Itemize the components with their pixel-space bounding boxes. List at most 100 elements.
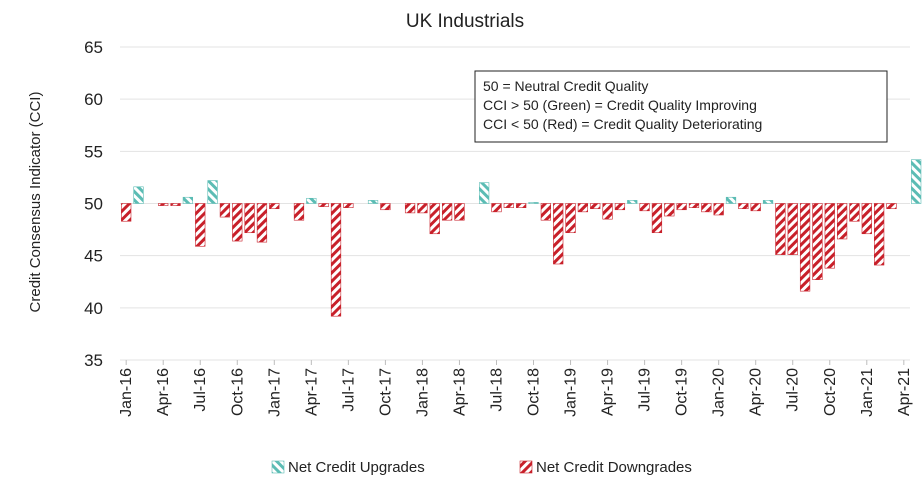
bar-upgrade [528,202,539,204]
bar-downgrade [170,203,181,206]
x-tick-label: Jan-18 [414,368,431,417]
annotation-frame [474,70,888,143]
x-tick-label: Jul-19 [637,368,654,412]
bar-downgrade [330,203,342,317]
bar-downgrade [812,203,823,280]
bar-downgrade [602,203,613,220]
legend: Net Credit Upgrades Net Credit Downgrade… [271,459,692,476]
bar-downgrade [195,203,206,247]
bar-downgrade [503,203,514,208]
annotation-line-neutral: 50 = Neutral Credit Quality [483,78,648,94]
annotation-box: 50 = Neutral Credit Quality CCI > 50 (Gr… [474,70,888,143]
bar-upgrade [911,159,922,204]
x-tick-label: Oct-16 [229,368,246,416]
bar-downgrade [219,203,231,218]
bar-downgrade [577,203,589,213]
chart-title: UK Industrials [406,11,524,32]
x-tick-label: Apr-21 [896,368,913,416]
bar-downgrade [454,203,465,221]
bar-upgrade [762,200,774,204]
x-tick-label: Oct-17 [377,368,394,416]
legend-swatch-downgrades [519,460,533,474]
annotation-line-deteriorating: CCI < 50 (Red) = Credit Quality Deterior… [483,116,762,132]
bar-downgrade [824,203,835,269]
bar-upgrade [133,186,144,204]
bar-downgrade [849,203,860,222]
x-tick-label: Jul-18 [488,368,505,412]
x-tick-label: Oct-20 [822,368,839,416]
y-tick-labels: 35 40 45 50 55 60 65 [84,38,103,370]
x-tick-labels: Jan-16 Apr-16 Jul-16 Oct-16 Jan-17 Apr-17 Jul-… [118,360,913,417]
bar-downgrade [553,203,564,265]
bar-downgrade [651,203,663,234]
annotation-line-improving: CCI > 50 (Green) = Credit Quality Improv… [483,97,757,113]
y-tick-label: 35 [84,351,103,370]
x-tick-label: Jul-16 [192,368,209,412]
bar-downgrade [713,203,724,216]
legend-label-upgrades: Net Credit Upgrades [288,459,425,476]
bar-downgrade [861,203,872,235]
x-tick-label: Apr-17 [303,368,320,416]
bar-downgrade [565,203,576,234]
bar-upgrade [207,180,218,204]
bar-downgrade [886,203,897,210]
bar-downgrade [614,203,626,211]
x-tick-label: Jan-17 [266,368,283,417]
bar-downgrade [516,203,527,208]
bar-downgrade [799,203,811,292]
x-tick-label: Apr-16 [155,368,172,416]
bar-downgrade [343,203,354,208]
bar-upgrade [725,196,737,204]
bar-downgrade [701,203,712,213]
bar-downgrade [750,203,761,212]
bar-downgrade [491,203,502,213]
x-tick-label: Jan-21 [859,368,876,417]
bar-downgrade [158,203,169,206]
bar-downgrade [688,203,700,208]
bar-downgrade [121,203,132,222]
bar-downgrade [293,203,305,221]
x-tick-label: Jul-17 [340,368,357,412]
bar-downgrade [540,203,551,221]
x-tick-label: Jul-20 [785,368,802,412]
bar-downgrade [775,203,786,255]
x-tick-label: Oct-19 [674,368,691,416]
legend-label-downgrades: Net Credit Downgrades [536,459,692,476]
x-tick-label: Apr-19 [600,368,617,416]
bar-downgrade [318,203,329,207]
x-tick-label: Apr-18 [451,368,468,416]
bar-downgrade [429,203,440,235]
bar-downgrade [836,203,848,240]
bar-downgrade [232,203,243,242]
legend-swatch-upgrades [271,460,285,474]
bar-downgrade [256,203,268,243]
bar-downgrade [787,203,798,255]
bar-downgrade [404,203,416,214]
bar-upgrade [367,200,379,204]
y-tick-label: 45 [84,247,103,266]
bar-downgrade [639,203,650,212]
bar-downgrade [269,203,280,210]
bars [121,159,922,317]
bar-downgrade [738,203,749,210]
x-tick-label: Jan-16 [118,368,135,417]
bar-upgrade [627,200,638,204]
y-tick-label: 55 [84,142,103,161]
bar-downgrade [664,203,675,217]
bar-upgrade [479,182,490,204]
x-tick-label: Jan-19 [563,368,580,417]
y-tick-label: 40 [84,299,103,318]
y-tick-label: 60 [84,90,103,109]
y-tick-label: 50 [84,195,103,214]
bar-downgrade [874,203,885,266]
bar-upgrade [182,196,194,204]
bar-downgrade [417,203,428,214]
bar-downgrade [380,203,391,211]
bar-downgrade [590,203,601,210]
bar-upgrade [306,197,317,204]
y-tick-label: 65 [84,38,103,57]
x-tick-label: Jan-20 [711,368,728,417]
bar-downgrade [676,203,687,211]
